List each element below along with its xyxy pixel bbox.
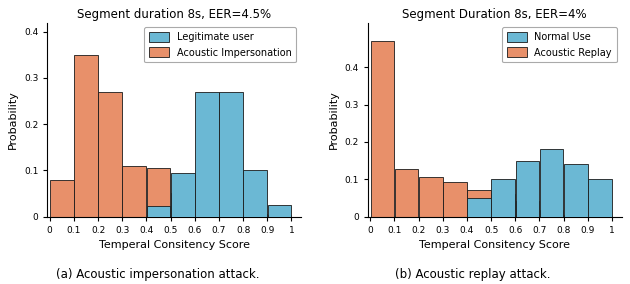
Bar xyxy=(491,179,515,216)
Bar xyxy=(491,194,515,216)
Text: (a) Acoustic impersonation attack.: (a) Acoustic impersonation attack. xyxy=(55,268,260,281)
X-axis label: Temperal Consitency Score: Temperal Consitency Score xyxy=(99,240,249,250)
X-axis label: Temperal Consitency Score: Temperal Consitency Score xyxy=(419,240,570,250)
Title: Segment Duration 8s, EER=4%: Segment Duration 8s, EER=4% xyxy=(403,8,587,21)
Bar xyxy=(50,179,74,216)
Y-axis label: Probability: Probability xyxy=(8,90,18,149)
Bar xyxy=(171,173,195,216)
Bar xyxy=(564,215,588,216)
Legend: Legitimate user, Acoustic Impersonation: Legitimate user, Acoustic Impersonation xyxy=(144,27,296,62)
Bar xyxy=(219,92,243,216)
Bar xyxy=(394,169,418,216)
Bar xyxy=(268,215,291,216)
Bar xyxy=(515,160,539,216)
Bar xyxy=(147,168,170,216)
Bar xyxy=(195,205,219,216)
Bar xyxy=(467,198,491,216)
Y-axis label: Probability: Probability xyxy=(329,90,339,149)
Bar xyxy=(467,190,491,216)
Bar xyxy=(195,92,219,216)
Bar xyxy=(268,205,291,216)
Bar xyxy=(419,177,442,216)
Bar xyxy=(122,166,146,216)
Bar xyxy=(74,55,98,216)
Bar xyxy=(540,210,563,216)
Text: (b) Acoustic replay attack.: (b) Acoustic replay attack. xyxy=(395,268,550,281)
Bar xyxy=(243,170,267,216)
Bar xyxy=(515,201,539,216)
Legend: Normal Use, Acoustic Replay: Normal Use, Acoustic Replay xyxy=(502,27,617,62)
Bar xyxy=(540,149,563,216)
Bar xyxy=(98,92,122,216)
Bar xyxy=(370,41,394,216)
Bar xyxy=(219,208,243,216)
Bar xyxy=(588,179,612,216)
Title: Segment duration 8s, EER=4.5%: Segment duration 8s, EER=4.5% xyxy=(77,8,272,21)
Bar xyxy=(243,214,267,216)
Bar xyxy=(443,182,467,216)
Bar xyxy=(564,164,588,216)
Bar xyxy=(171,193,195,216)
Bar xyxy=(147,206,170,216)
